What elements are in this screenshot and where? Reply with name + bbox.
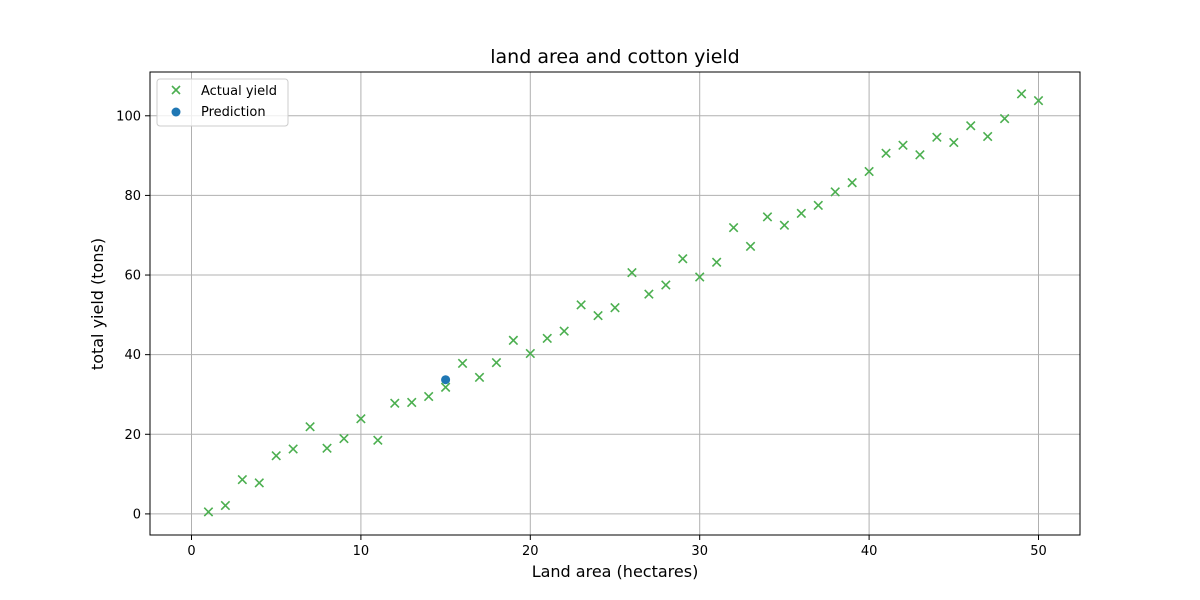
actual-yield-point <box>796 208 807 219</box>
actual-yield-point <box>898 140 908 151</box>
x-tick-label: 50 <box>1030 544 1047 559</box>
actual-yield-point <box>728 222 739 233</box>
legend-box <box>156 78 289 127</box>
actual-yield-point <box>762 212 773 222</box>
data-points <box>203 89 1044 517</box>
actual-yield-point <box>593 310 603 321</box>
actual-yield-point <box>373 435 383 446</box>
actual-yield-point <box>423 391 434 402</box>
actual-yield-point <box>271 451 281 461</box>
y-axis-label: total yield (tons) <box>88 238 107 370</box>
actual-yield-point <box>881 148 891 158</box>
y-tick-label: 20 <box>124 428 141 443</box>
actual-yield-point <box>356 413 366 424</box>
actual-yield-point <box>694 272 705 282</box>
x-tick-label: 0 <box>187 544 195 559</box>
actual-yield-point <box>339 433 349 444</box>
actual-yield-point <box>982 131 993 142</box>
y-tick-label: 60 <box>124 269 141 284</box>
actual-yield-point <box>949 137 959 148</box>
actual-yield-point <box>440 382 451 393</box>
actual-yield-point <box>932 132 942 143</box>
actual-yield-point <box>542 333 553 344</box>
actual-yield-point <box>474 372 485 383</box>
actual-yield-point <box>847 177 857 188</box>
actual-yield-point <box>830 187 840 197</box>
actual-yield-point <box>627 267 637 278</box>
actual-yield-point <box>457 358 468 369</box>
y-tick-label: 100 <box>116 109 141 124</box>
x-tick-label: 30 <box>691 544 708 559</box>
actual-yield-point <box>745 241 756 252</box>
actual-yield-point <box>254 478 265 488</box>
legend-marker-actual-yield <box>171 85 181 95</box>
x-tick-label: 20 <box>522 544 539 559</box>
actual-yield-point <box>915 150 925 160</box>
x-tick-label: 10 <box>353 544 370 559</box>
x-axis-label: Land area (hectares) <box>532 562 699 581</box>
plot-area-frame <box>149 71 1081 536</box>
actual-yield-point <box>406 397 417 408</box>
y-tick-label: 40 <box>124 348 141 363</box>
actual-yield-point <box>288 444 298 454</box>
legend: Actual yield Prediction <box>156 78 289 127</box>
grid-lines <box>150 72 1080 535</box>
actual-yield-point <box>779 220 790 231</box>
actual-yield-point <box>237 474 248 485</box>
y-tick-label: 80 <box>124 189 141 204</box>
actual-yield-point <box>508 335 519 346</box>
actual-yield-point <box>661 280 671 290</box>
actual-yield-point <box>677 253 688 264</box>
actual-yield-point <box>322 443 332 453</box>
actual-yield-point <box>813 200 824 211</box>
legend-label-actual-yield: Actual yield <box>201 84 277 99</box>
actual-yield-point <box>999 113 1010 124</box>
actual-yield-point <box>305 421 315 432</box>
x-tick-label: 40 <box>861 544 878 559</box>
actual-yield-point <box>203 507 214 517</box>
actual-yield-point <box>576 300 586 310</box>
actual-yield-point <box>1033 95 1044 106</box>
legend-marker-prediction <box>171 107 181 117</box>
axis-ticks: 0 10 20 30 40 50 0 20 40 60 80 100 <box>116 109 1047 559</box>
actual-yield-point <box>491 357 502 368</box>
actual-yield-point <box>965 120 976 131</box>
chart-title: land area and cotton yield <box>490 46 740 68</box>
legend-label-prediction: Prediction <box>201 105 266 120</box>
prediction-point <box>441 375 451 385</box>
actual-yield-point <box>644 289 654 299</box>
actual-yield-point <box>1016 89 1027 99</box>
y-tick-label: 0 <box>133 507 141 522</box>
actual-yield-point <box>525 348 536 359</box>
actual-yield-point <box>559 326 569 336</box>
actual-yield-point <box>711 257 722 268</box>
actual-yield-point <box>220 500 231 511</box>
actual-yield-point <box>390 398 400 408</box>
actual-yield-point <box>864 166 874 177</box>
actual-yield-point <box>610 302 620 313</box>
